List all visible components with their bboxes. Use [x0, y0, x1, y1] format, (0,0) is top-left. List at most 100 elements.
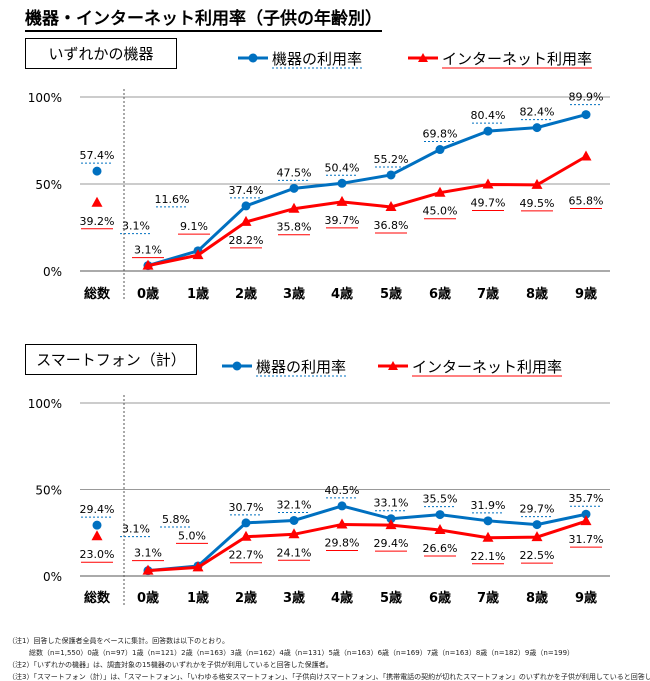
data-point-triangle	[288, 528, 300, 539]
x-tick-label: 8歳	[526, 590, 548, 606]
data-label: 69.8%	[423, 128, 458, 141]
x-tick-label: 7歳	[477, 286, 499, 302]
data-point-triangle	[288, 202, 300, 213]
data-label: 89.9%	[569, 91, 604, 104]
data-label: 26.6%	[423, 542, 458, 555]
data-point-circle	[92, 520, 102, 530]
note-1: （注1）回答した保護者全員をベースに集計。回答数は以下のとおり。	[8, 637, 229, 645]
data-point-triangle	[240, 215, 252, 226]
x-tick-label: 1歳	[187, 286, 209, 302]
data-point-circle	[581, 509, 591, 519]
y-tick-label: 100%	[28, 91, 62, 105]
data-point-triangle	[336, 195, 348, 206]
x-tick-label: 2歳	[235, 286, 257, 302]
data-label: 32.1%	[277, 498, 312, 511]
legend-marker-triangle	[418, 53, 428, 62]
data-point-triangle	[385, 200, 397, 211]
data-label: 82.4%	[520, 106, 555, 119]
note-1-counts: 総数（n=1,550）0歳（n=97）1歳（n=121）2歳（n=163）3歳（…	[8, 649, 575, 657]
data-label: 36.8%	[374, 219, 409, 232]
data-label: 5.0%	[178, 529, 206, 542]
data-label: 11.6%	[155, 193, 190, 206]
data-label: 49.7%	[471, 197, 506, 210]
data-label: 35.7%	[569, 492, 604, 505]
data-point-circle	[435, 510, 445, 520]
note-3: （注3）「スマートフォン（計）」は、「スマートフォン」、「いわゆる格安スマートフ…	[8, 673, 650, 681]
data-point-circle	[289, 183, 299, 193]
data-label: 37.4%	[229, 184, 264, 197]
data-label: 49.5%	[520, 197, 555, 210]
data-label: 65.8%	[569, 195, 604, 208]
data-label: 3.1%	[134, 244, 162, 257]
data-label: 29.7%	[520, 503, 555, 516]
x-tick-label: 総数	[84, 286, 111, 302]
data-label: 22.7%	[229, 549, 264, 562]
data-point-circle	[483, 126, 493, 136]
x-tick-label: 9歳	[575, 286, 597, 302]
x-tick-label: 3歳	[283, 286, 305, 302]
series-line	[147, 113, 587, 268]
data-label: 35.5%	[423, 493, 458, 506]
series-line	[147, 519, 587, 573]
data-point-circle	[435, 145, 445, 155]
data-label: 39.2%	[80, 215, 115, 228]
data-label: 22.5%	[520, 549, 555, 562]
chart-any-device: 0% 50% 100% 総数 0歳 1歳 2歳 3歳 4歳 5歳 6歳 7歳 8歳 9歳 機器の利用率 57.…	[28, 50, 610, 302]
data-label: 9.1%	[180, 220, 208, 233]
data-point-circle	[337, 178, 347, 188]
data-label: 39.7%	[325, 214, 360, 227]
data-label: 23.0%	[80, 548, 115, 561]
y-tick-label: 50%	[35, 484, 62, 498]
legend-label: インターネット利用率	[442, 50, 592, 68]
data-point-triangle	[91, 196, 103, 207]
data-point-circle	[289, 515, 299, 525]
data-label: 33.1%	[374, 497, 409, 510]
data-label: 3.1%	[134, 547, 162, 560]
data-label: 5.8%	[162, 513, 190, 526]
x-tick-label: 4歳	[331, 590, 353, 606]
data-point-circle	[337, 501, 347, 511]
data-label: 29.4%	[374, 537, 409, 550]
data-label: 47.5%	[277, 166, 312, 179]
series-line	[147, 155, 587, 268]
data-label: 29.8%	[325, 536, 360, 549]
panel-label-smartphone: スマートフォン（計）	[25, 344, 197, 375]
x-tick-label: 0歳	[137, 286, 159, 302]
data-point-triangle	[192, 561, 204, 572]
x-tick-label: 9歳	[575, 590, 597, 606]
data-point-circle	[532, 520, 542, 530]
data-label: 29.4%	[80, 503, 115, 516]
x-tick-label: 7歳	[477, 590, 499, 606]
data-point-circle	[92, 166, 102, 176]
data-point-triangle	[531, 178, 543, 189]
data-point-circle	[386, 170, 396, 180]
data-point-triangle	[482, 178, 494, 189]
figure-title: 機器・インターネット利用率（子供の年齢別）	[25, 8, 382, 32]
legend-label: 機器の利用率	[272, 50, 362, 68]
y-tick-label: 0%	[43, 570, 62, 584]
legend-label: インターネット利用率	[412, 358, 562, 376]
x-tick-label: 8歳	[526, 286, 548, 302]
data-point-circle	[532, 123, 542, 133]
y-tick-label: 100%	[28, 397, 62, 411]
data-label: 40.5%	[325, 484, 360, 497]
data-point-circle	[581, 110, 591, 120]
data-point-triangle	[434, 523, 446, 534]
data-point-triangle	[580, 515, 592, 526]
x-tick-label: 6歳	[429, 286, 451, 302]
data-label: 31.9%	[471, 499, 506, 512]
panel-label-any-device: いずれかの機器	[25, 38, 177, 69]
data-point-triangle	[192, 249, 204, 260]
x-tick-label: 6歳	[429, 590, 451, 606]
x-tick-label: 4歳	[331, 286, 353, 302]
data-label: 31.7%	[569, 533, 604, 546]
data-label: 80.4%	[471, 109, 506, 122]
data-point-circle	[483, 516, 493, 526]
data-label: 3.1%	[122, 220, 150, 233]
legend-marker-circle	[248, 53, 258, 63]
data-label: 35.8%	[277, 221, 312, 234]
data-point-triangle	[482, 531, 494, 542]
data-point-triangle	[142, 259, 154, 270]
data-label: 30.7%	[229, 501, 264, 514]
